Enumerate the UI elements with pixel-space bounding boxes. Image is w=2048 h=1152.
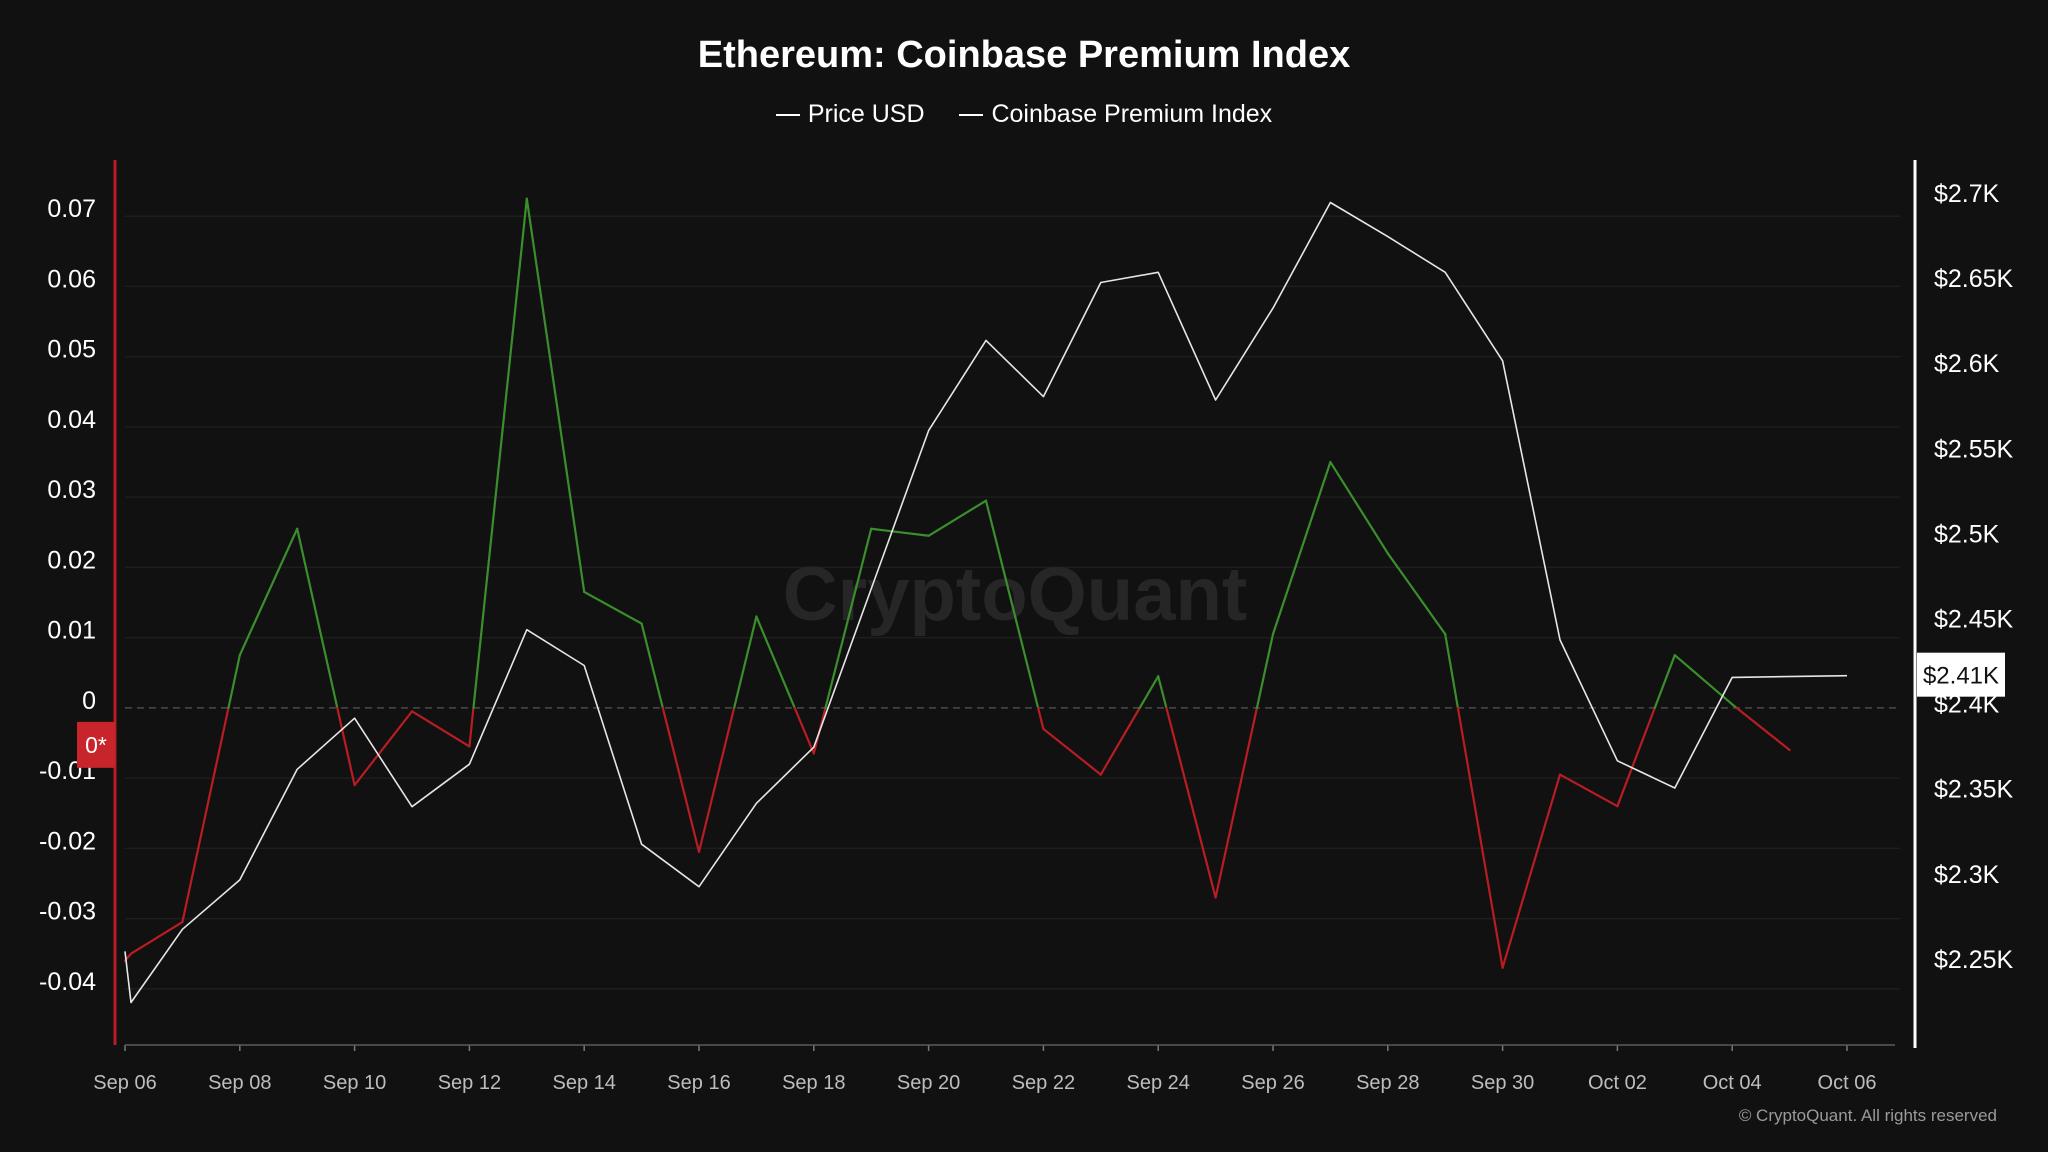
legend-label-premium: Coinbase Premium Index [991,100,1273,128]
price-series [124,201,1848,1004]
premium-segment [1673,654,1734,706]
watermark: CryptoQuant [783,552,1247,637]
premium-segment [697,706,736,853]
zero-marker-box [77,721,115,768]
x-tick-label: Sep 14 [553,1072,616,1094]
legend-swatch-premium [959,114,984,117]
y-left-tick-label: -0.03 [39,898,96,926]
premium-segment [1271,460,1332,636]
premium-segment [472,197,528,709]
premium-segment [824,527,873,709]
premium-segment [1138,675,1160,709]
premium-segment [1165,706,1217,899]
current-price-label: $2.41K [1923,663,1999,690]
premium-segment [583,590,643,625]
x-tick-label: Sep 08 [208,1072,271,1094]
premium-segment [640,622,664,709]
y-right-tick-label: $2.7K [1934,180,2000,208]
x-tick-label: Sep 24 [1127,1072,1190,1094]
legend-item-price[interactable]: Price USD [775,100,925,129]
premium-segment [870,527,930,537]
x-tick-label: Sep 18 [782,1072,845,1094]
premium-segment [793,706,815,755]
premium-segment [1329,460,1389,555]
premium-segment [296,527,339,709]
premium-segment [1099,706,1141,776]
premium-segment [1042,727,1102,776]
premium-segment [410,710,471,748]
y-right-tick-label: $2.45K [1934,606,2014,634]
premium-segment [733,615,758,709]
price-line [124,201,1848,1004]
x-tick-label: Sep 16 [667,1072,730,1094]
y-left-tick-label: 0.06 [47,265,96,293]
y-right-tick-label: $2.55K [1934,435,2014,463]
y-left-tick-label: 0.05 [47,336,96,364]
premium-segment [755,615,796,709]
premium-segment [1616,706,1656,808]
x-tick-label: Oct 04 [1703,1072,1762,1094]
premium-segment [661,706,701,853]
premium-segment [1157,675,1168,709]
premium-segment [1037,706,1045,731]
premium-segment [1255,633,1275,709]
premium-segment [525,197,586,594]
premium-segment [1456,706,1504,969]
x-tick-label: Sep 26 [1241,1072,1304,1094]
y-right-tick-label: $2.5K [1934,520,2000,548]
zero-marker-label: 0* [85,732,107,758]
premium-segment [353,710,414,787]
y-left-tick-label: 0.02 [47,546,96,574]
legend: Price USD Coinbase Premium Index [0,100,2048,129]
premium-segment [181,706,230,924]
premium-segment [468,706,475,748]
y-left-tick-label: 0 [82,687,96,715]
x-tick-label: Sep 22 [1012,1072,1075,1094]
grid [125,215,1900,990]
premium-segment [984,499,1040,709]
legend-swatch-price [775,114,800,117]
x-tick-label: Sep 06 [93,1072,156,1094]
premium-segment [1444,633,1459,709]
premium-segment [1501,773,1562,969]
x-tick-label: Oct 06 [1818,1072,1877,1094]
value-markers: 0* $2.41K [77,652,2005,768]
y-left-tick-label: 0.07 [47,195,96,223]
x-tick-label: Sep 28 [1356,1072,1419,1094]
premium-segment [1214,706,1259,899]
x-tick-label: Oct 02 [1588,1072,1647,1094]
premium-segment [1653,654,1676,709]
legend-label-price: Price USD [807,100,925,128]
premium-segment [927,499,988,537]
y-left-tick-label: 0.04 [47,406,96,434]
y-right-tick-label: $2.35K [1934,776,2014,804]
x-tick-label: Sep 10 [323,1072,386,1094]
y-right-tick-label: $2.6K [1934,350,2000,378]
x-tick-label: Sep 12 [438,1072,501,1094]
y-right-tick-label: $2.65K [1934,265,2014,293]
premium-segment [1558,773,1619,808]
y-left-tick-label: -0.02 [39,827,96,855]
premium-segment [1735,706,1791,752]
x-tick-label: Sep 20 [897,1072,960,1094]
axes [113,160,1917,1051]
chart-title: Ethereum: Coinbase Premium Index [697,34,1351,76]
premium-series [123,197,1791,969]
copyright-notice: © CryptoQuant. All rights reserved [1738,1106,1997,1125]
y-right-tick-label: $2.3K [1934,861,2000,889]
y-left-tick-label: 0.01 [47,617,96,645]
x-tick-label: Sep 30 [1471,1072,1534,1094]
premium-segment [1386,552,1447,636]
y-left-tick-label: -0.04 [39,968,96,996]
y-left-tick-label: 0.03 [47,476,96,504]
y-right-tick-label: $2.25K [1934,946,2014,974]
premium-segment [238,527,299,657]
current-price-box [1917,652,2005,697]
premium-segment [227,654,241,709]
premium-segment [129,920,184,955]
legend-item-premium[interactable]: Coinbase Premium Index [959,100,1272,129]
premium-segment [336,706,356,787]
